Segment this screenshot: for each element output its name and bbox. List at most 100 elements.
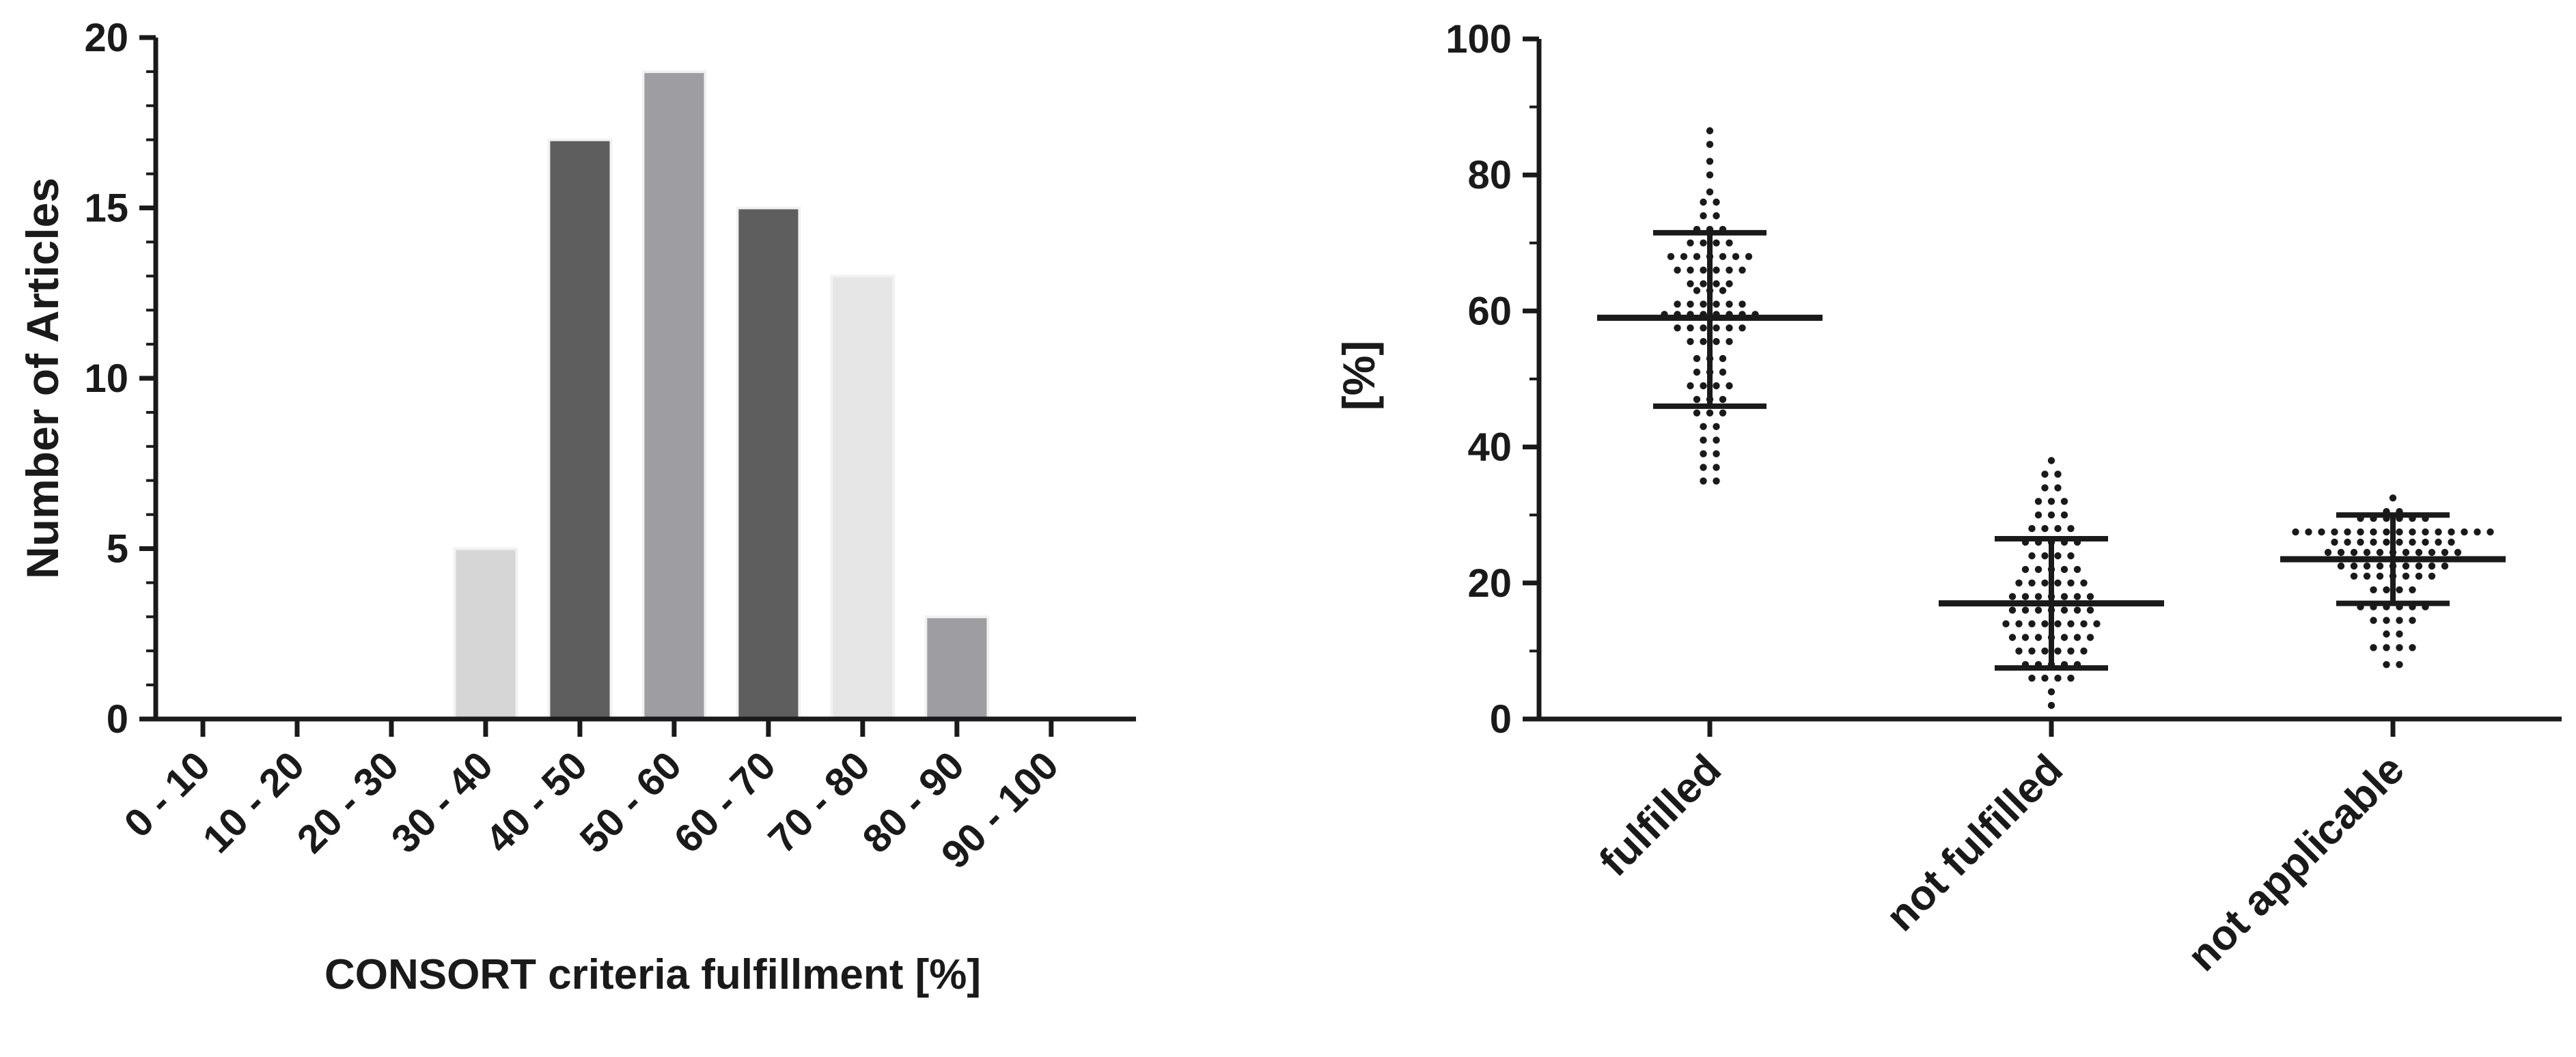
data-point [1674,300,1681,308]
data-point [2409,617,2416,624]
y-tick-label: 20 [84,16,128,60]
data-point [2047,498,2055,505]
data-point [2041,620,2049,628]
data-point [1706,158,1714,165]
data-point [2028,579,2036,587]
data-point [2396,586,2403,593]
data-point [2331,538,2338,546]
data-point [2002,620,2010,628]
y-tick-label: 0 [107,697,128,742]
data-point [1700,477,1707,485]
data-point [1732,253,1740,260]
data-point [2376,562,2384,570]
data-point [2086,606,2094,614]
data-point [2337,562,2345,570]
data-point [1700,450,1707,457]
data-point [1693,395,1701,404]
bar-40-50 [547,138,613,720]
data-point [1713,464,1720,471]
data-point [2331,528,2338,536]
data-point [2034,606,2042,614]
bar-50-60 [641,70,707,720]
data-point [2318,528,2325,536]
data-point [2428,548,2436,556]
y-tick-label: 20 [1467,561,1512,606]
data-point [2034,511,2042,519]
x-tick-label: 60 - 70 [665,743,784,862]
data-point [1693,253,1701,260]
data-point [2054,675,2062,682]
data-point [2461,528,2468,536]
data-point [2021,565,2030,574]
data-point [1713,239,1720,246]
data-point [1713,436,1720,444]
x-tick-label: 10 - 20 [195,743,314,862]
data-point [2428,572,2436,580]
data-point [2363,572,2371,580]
data-point [1739,300,1746,308]
data-point [2441,562,2449,570]
data-point [1719,368,1727,376]
data-point [2402,572,2410,580]
data-point [2383,661,2390,668]
data-point [2383,528,2390,536]
data-point [2474,528,2481,536]
data-point [1700,338,1707,346]
data-point [2034,634,2042,641]
data-point [1713,266,1720,274]
data-point [2028,620,2036,628]
bar-30-40 [453,547,518,720]
data-point [2428,562,2436,570]
y-tick-label: 60 [1467,289,1512,333]
data-point [1713,280,1720,287]
y-tick-label: 0 [1490,697,1512,742]
data-point [2028,675,2036,682]
data-point [2015,647,2023,655]
data-point [1726,300,1733,308]
data-point [2389,494,2397,502]
data-point [1726,338,1733,346]
y-tick-label: 10 [84,356,128,401]
data-point [2034,593,2042,600]
x-axis-title: CONSORT criteria fulfillment [%] [324,951,981,998]
data-point [1693,354,1701,363]
data-point [2028,552,2036,560]
data-point [1706,188,1714,196]
data-point [2073,606,2081,614]
data-point [2337,548,2345,556]
data-point [2454,548,2462,556]
data-point [1719,395,1727,404]
data-point [1706,141,1714,148]
data-point [1674,324,1681,332]
data-point [2041,675,2049,682]
x-tick-label: 30 - 40 [383,743,501,862]
data-point [2376,572,2384,580]
data-point [2021,593,2030,600]
data-point [2047,701,2055,709]
data-point [1706,171,1714,179]
data-point [1687,300,1694,308]
data-point [1687,280,1694,287]
data-point [2041,470,2049,478]
data-point [2054,484,2062,492]
data-point [2350,548,2358,556]
data-point [1680,253,1688,260]
data-point [1726,324,1733,332]
data-point [2008,634,2017,641]
data-point [2008,593,2017,600]
data-point [2060,511,2068,519]
data-point [2047,511,2055,519]
y-tick-label: 40 [1467,425,1512,470]
data-point [2054,524,2062,533]
data-point [1700,464,1707,471]
data-point [2448,538,2455,546]
data-point [2370,586,2377,593]
data-point [2344,528,2351,536]
data-point [1719,287,1727,294]
bar-60-70 [736,206,801,720]
data-point [2041,552,2049,560]
data-point [2047,688,2055,696]
bar-80-90 [924,615,990,720]
y-axis-title: [%] [1333,341,1384,411]
data-point [2034,498,2042,505]
